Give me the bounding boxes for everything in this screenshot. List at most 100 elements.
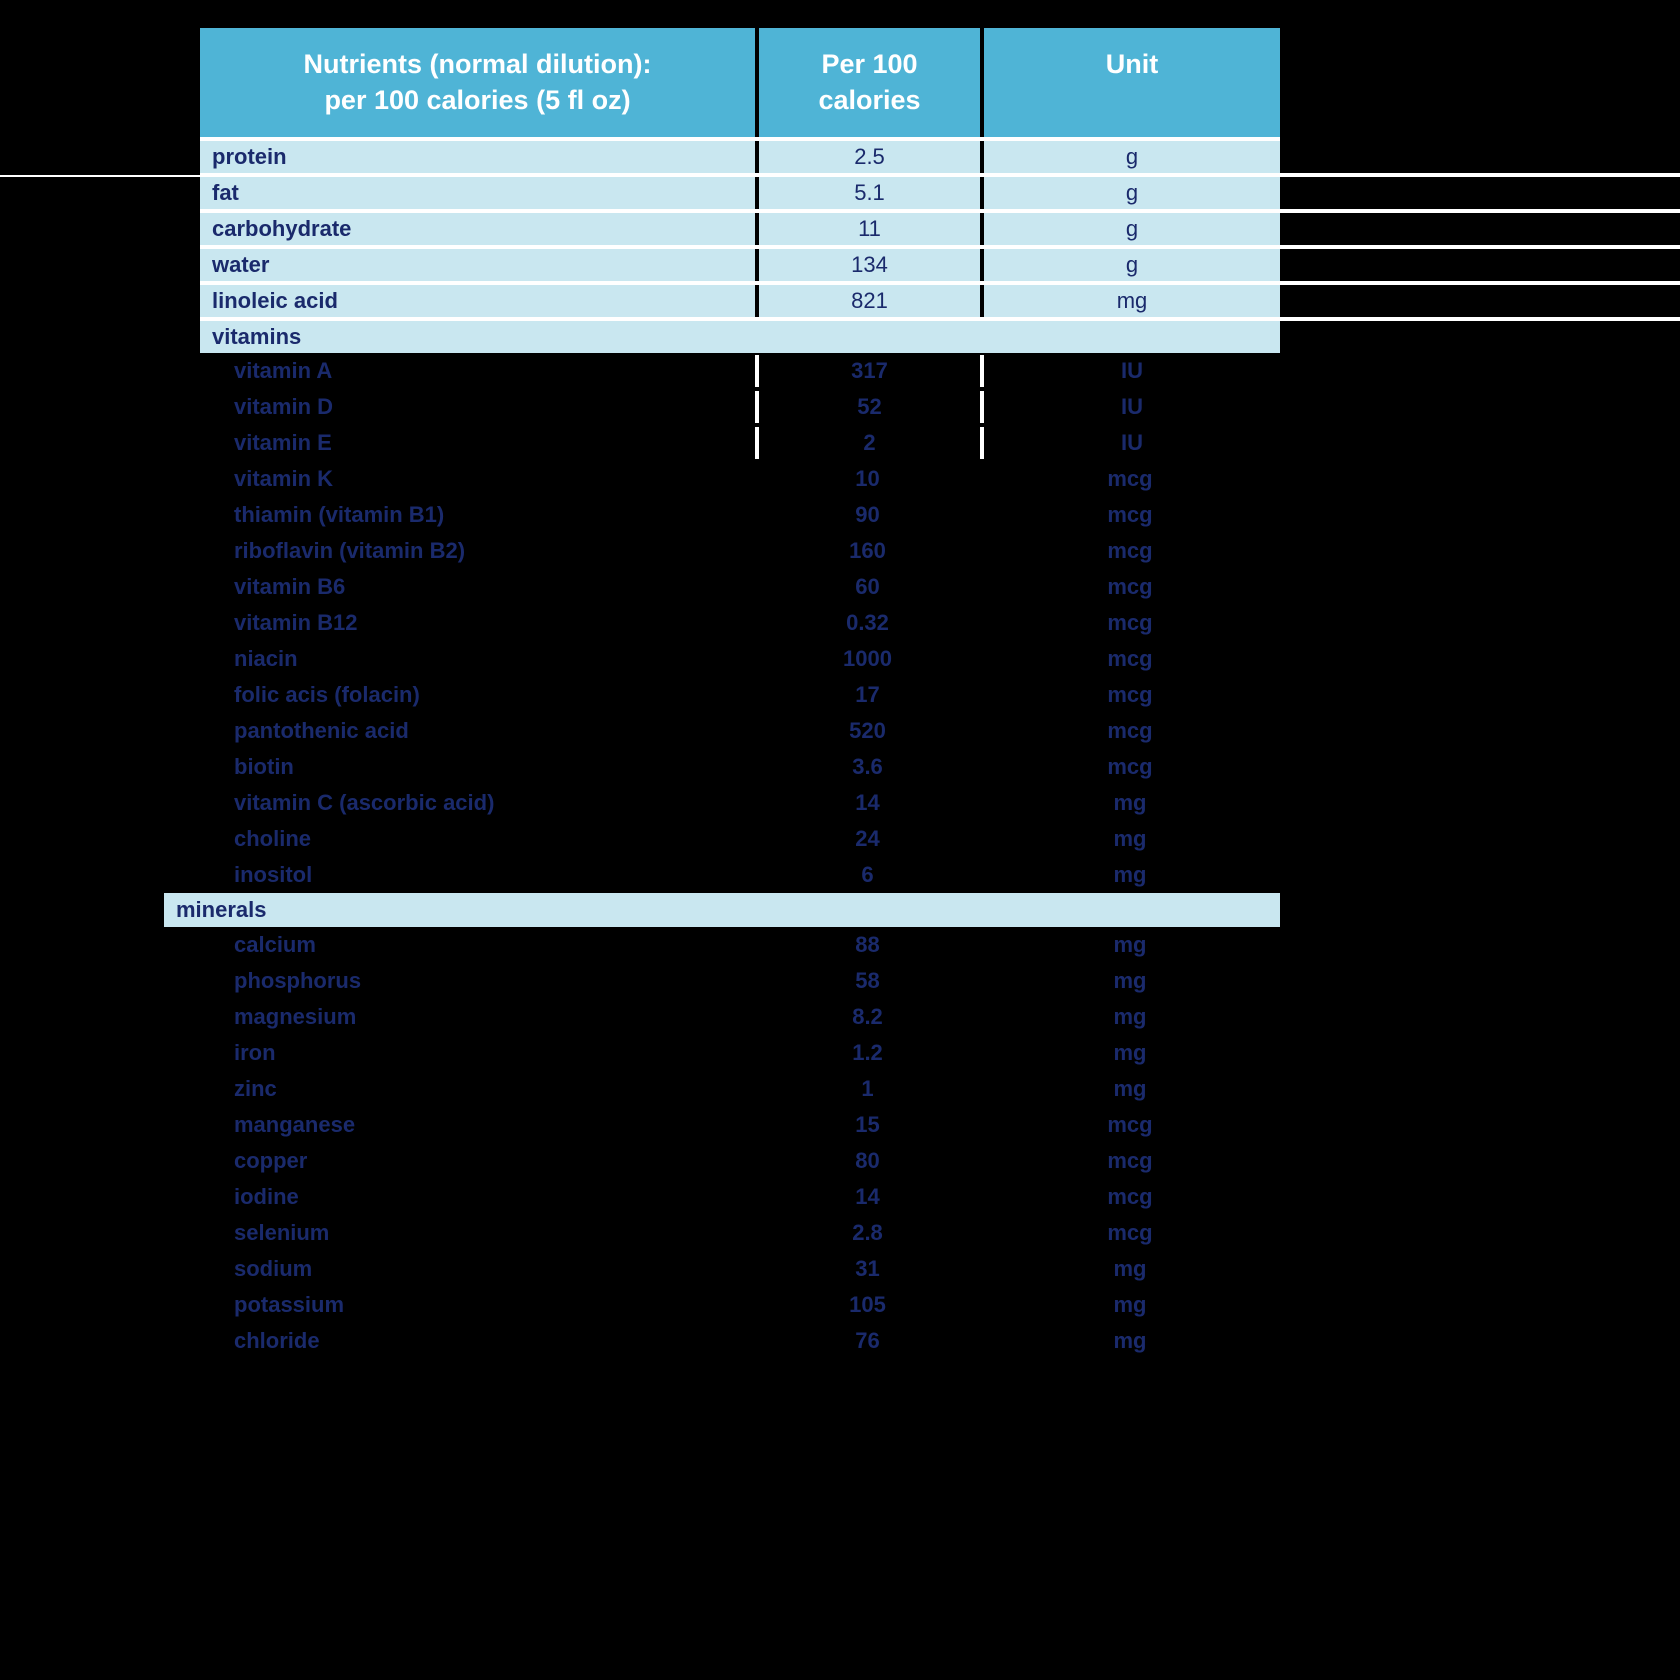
nutrient-unit: mcg [980,1217,1280,1249]
table-row: sodium 31 mg [200,1251,1280,1287]
nutrient-label: magnesium [200,1001,755,1033]
nutrient-value: 134 [755,249,980,281]
nutrient-label: vitamin B6 [200,571,755,603]
table-row: thiamin (vitamin B1) 90 mcg [200,497,1280,533]
section-row-vitamins: vitamins [200,317,1280,353]
nutrient-value: 6 [755,859,980,891]
nutrient-label: choline [200,823,755,855]
nutrient-unit: mg [980,823,1280,855]
nutrient-value: 2 [755,427,980,459]
nutrient-unit: mg [980,1325,1280,1357]
nutrient-label: riboflavin (vitamin B2) [200,535,755,567]
nutrient-label: biotin [200,751,755,783]
nutrient-unit: mg [980,1073,1280,1105]
header-text: Unit [1106,49,1158,79]
empty-cell [755,321,980,353]
nutrient-label: inositol [200,859,755,891]
nutrient-value: 90 [755,499,980,531]
nutrient-value: 5.1 [755,177,980,209]
nutrient-unit: mcg [980,463,1280,495]
table-row: vitamin E 2 IU [200,425,1280,461]
nutrient-label: linoleic acid [200,285,755,317]
nutrient-value: 3.6 [755,751,980,783]
table-row: calcium 88 mg [200,927,1280,963]
table-row: biotin 3.6 mcg [200,749,1280,785]
table-row: vitamin C (ascorbic acid) 14 mg [200,785,1280,821]
nutrient-unit: g [980,249,1280,281]
nutrient-unit: mcg [980,1181,1280,1213]
nutrient-unit: mg [980,859,1280,891]
table-row: carbohydrate 11 g [200,209,1280,245]
nutrient-unit: mcg [980,679,1280,711]
nutrient-label: zinc [200,1073,755,1105]
table-row: vitamin K 10 mcg [200,461,1280,497]
nutrient-value: 1 [755,1073,980,1105]
table-row: riboflavin (vitamin B2) 160 mcg [200,533,1280,569]
nutrient-label: iodine [200,1181,755,1213]
nutrient-unit: mg [980,787,1280,819]
table-row: vitamin B6 60 mcg [200,569,1280,605]
nutrient-unit: mcg [980,499,1280,531]
nutrient-value: 1.2 [755,1037,980,1069]
table-row: choline 24 mg [200,821,1280,857]
nutrient-label: iron [200,1037,755,1069]
nutrient-unit: mcg [980,1109,1280,1141]
nutrient-unit: mcg [980,1145,1280,1177]
nutrient-value: 60 [755,571,980,603]
nutrient-value: 15 [755,1109,980,1141]
nutrient-value: 80 [755,1145,980,1177]
header-col-per100: Per 100 calories [755,28,980,137]
nutrient-label: potassium [200,1289,755,1321]
table-row: magnesium 8.2 mg [200,999,1280,1035]
nutrient-value: 76 [755,1325,980,1357]
table-row: manganese 15 mcg [200,1107,1280,1143]
table-row: fat 5.1 g [200,173,1280,209]
section-label: vitamins [200,321,755,353]
nutrient-unit: mcg [980,571,1280,603]
nutrient-unit: mcg [980,535,1280,567]
nutrient-label: phosphorus [200,965,755,997]
table-row: iodine 14 mcg [200,1179,1280,1215]
table-row: zinc 1 mg [200,1071,1280,1107]
nutrient-unit: mg [980,285,1280,317]
nutrient-unit: mcg [980,715,1280,747]
nutrient-value: 1000 [755,643,980,675]
nutrient-unit: g [980,141,1280,173]
table-header-row: Nutrients (normal dilution): per 100 cal… [200,28,1280,137]
table-row: vitamin D 52 IU [200,389,1280,425]
nutrient-unit: mg [980,965,1280,997]
header-text: Nutrients (normal dilution): [304,49,652,79]
section-row-minerals: minerals [164,893,1280,927]
nutrient-unit: IU [980,427,1280,459]
nutrient-value: 821 [755,285,980,317]
table-row: copper 80 mcg [200,1143,1280,1179]
header-col-nutrients: Nutrients (normal dilution): per 100 cal… [200,28,755,137]
table-row: phosphorus 58 mg [200,963,1280,999]
nutrient-value: 88 [755,929,980,961]
nutrient-unit: mg [980,1289,1280,1321]
nutrient-label: fat [200,177,755,209]
table-row: water 134 g [200,245,1280,281]
nutrient-label: manganese [200,1109,755,1141]
nutrient-label: carbohydrate [200,213,755,245]
nutrient-value: 0.32 [755,607,980,639]
nutrient-unit: mcg [980,751,1280,783]
top-rows: protein 2.5 g fat 5.1 g carbohydrate 11 … [200,137,1280,353]
header-text: calories [818,85,920,115]
nutrient-unit: mcg [980,643,1280,675]
table-row: vitamin B12 0.32 mcg [200,605,1280,641]
nutrient-unit: g [980,213,1280,245]
nutrient-value: 2.5 [755,141,980,173]
nutrient-value: 8.2 [755,1001,980,1033]
nutrient-value: 24 [755,823,980,855]
header-text: Per 100 [821,49,917,79]
nutrient-value: 11 [755,213,980,245]
nutrient-value: 520 [755,715,980,747]
nutrient-label: vitamin K [200,463,755,495]
nutrient-value: 10 [755,463,980,495]
nutrient-label: niacin [200,643,755,675]
nutrient-unit: mg [980,1253,1280,1285]
table-row: niacin 1000 mcg [200,641,1280,677]
nutrient-unit: mcg [980,607,1280,639]
nutrient-value: 160 [755,535,980,567]
